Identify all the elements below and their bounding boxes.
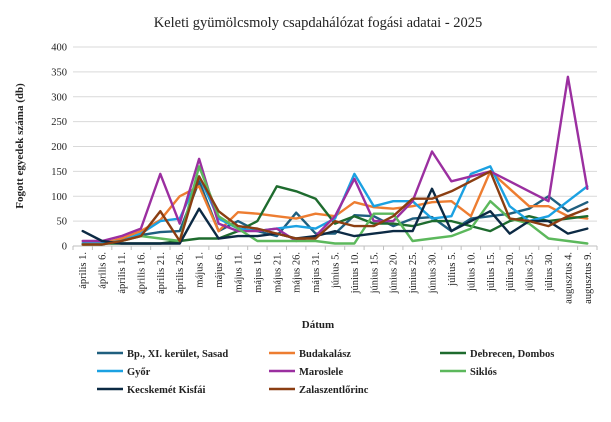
series-line-1 (81, 180, 589, 246)
series-lines (81, 75, 589, 246)
x-tick-label: május 26. (292, 252, 303, 293)
legend-label: Budakalász (299, 349, 351, 360)
y-tick-label: 250 (51, 117, 67, 128)
x-tick-label: április 21. (156, 252, 167, 294)
series-line-6 (81, 165, 589, 246)
x-tick-label: május 6. (214, 252, 225, 288)
y-tick-label: 0 (62, 242, 67, 253)
x-tick-label: április 11. (117, 252, 128, 294)
y-tick-label: 300 (51, 92, 67, 103)
legend-label: Kecskemét Kisfái (127, 385, 206, 396)
x-tick-label: augusztus 9. (583, 252, 594, 304)
legend: Bp., XI. kerület, Sasad Budakalász Debrece… (97, 349, 554, 396)
y-axis-title: Fogott egyedek száma (db) (14, 83, 26, 209)
x-tick-label: július 5. (447, 252, 458, 287)
x-tick-label: április 6. (98, 252, 109, 289)
legend-label: Debrecen, Dombos (470, 349, 554, 360)
y-tick-label: 350 (51, 67, 67, 78)
x-tick-label: július 30. (544, 252, 555, 292)
x-tick-label: május 31. (311, 252, 322, 293)
x-tick-label: április 1. (78, 252, 89, 289)
y-tick-label: 200 (51, 142, 67, 153)
legend-label: Győr (127, 367, 151, 378)
x-tick-label: július 10. (466, 252, 477, 292)
x-tick-label: augusztus 4. (563, 252, 574, 304)
y-axis-ticks: 0 50 100 150 200 250 300 350 400 (51, 43, 67, 253)
x-tick-label: július 25. (525, 252, 536, 292)
x-tick-label: június 20. (389, 252, 400, 294)
series-line-7 (81, 187, 589, 245)
y-tick-label: 100 (51, 192, 67, 203)
series-line-8 (81, 170, 589, 246)
x-tick-label: június 5. (331, 252, 342, 289)
y-tick-label: 50 (57, 217, 68, 228)
x-tick-label: május 1. (195, 252, 206, 288)
x-tick-label: április 26. (175, 252, 186, 294)
x-tick-label: június 15. (369, 252, 380, 294)
x-axis-ticks: április 1. április 6. április 11. április 1… (72, 246, 598, 304)
x-axis-title: Dátum (302, 319, 334, 331)
x-tick-label: április 16. (136, 252, 147, 294)
x-tick-label: július 15. (486, 252, 497, 292)
legend-label: Maroslele (299, 367, 343, 378)
x-tick-label: június 25. (408, 252, 419, 294)
x-tick-label: június 10. (350, 252, 361, 294)
y-tick-label: 150 (51, 167, 67, 178)
legend-label: Zalaszentlőrinc (299, 385, 369, 396)
x-tick-label: május 21. (272, 252, 283, 293)
y-tick-label: 400 (51, 43, 67, 54)
x-tick-label: május 16. (253, 252, 264, 293)
x-tick-label: július 20. (505, 252, 516, 292)
series-line-5 (81, 75, 589, 243)
legend-label: Bp., XI. kerület, Sasad (127, 349, 228, 360)
legend-label: Siklós (470, 367, 497, 378)
x-tick-label: május 11. (233, 252, 244, 292)
chart-title: Keleti gyümölcsmoly csapdahálózat fogási… (154, 15, 483, 31)
x-tick-label: június 30. (428, 252, 439, 294)
